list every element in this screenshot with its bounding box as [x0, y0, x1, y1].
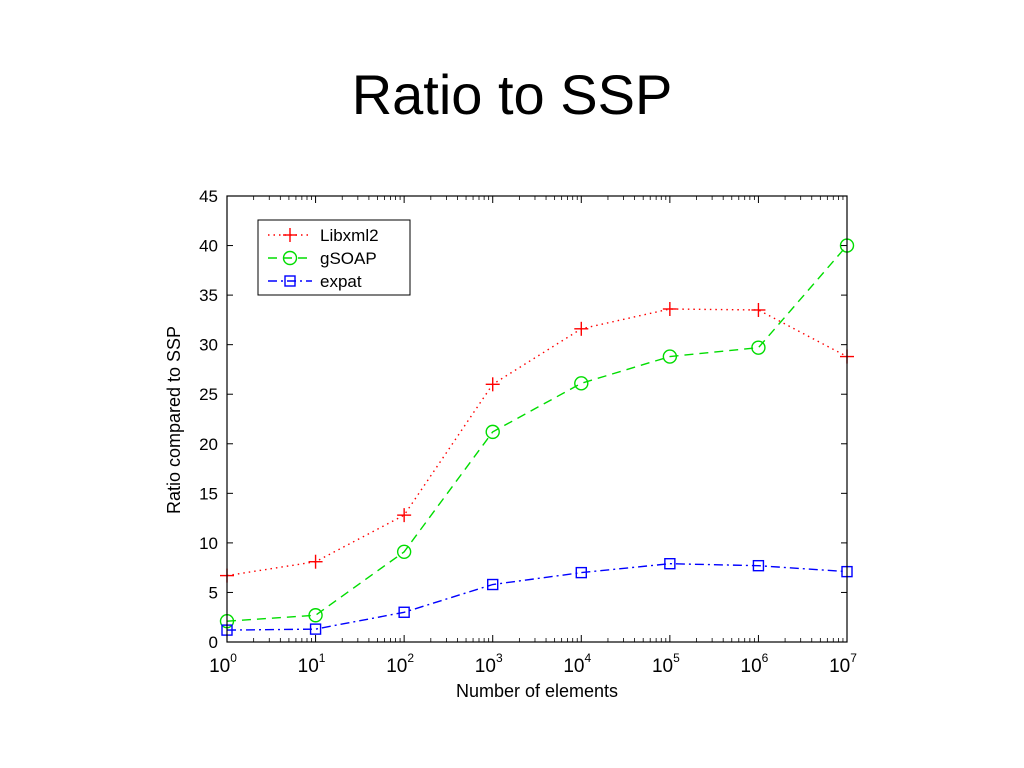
x-tick-base: 10	[209, 656, 230, 677]
x-tick-exponent: 1	[319, 651, 326, 665]
legend-label-expat: expat	[320, 272, 362, 291]
y-tick-label: 45	[199, 187, 218, 206]
data-point-gsoap	[308, 608, 323, 623]
data-point-expat	[398, 606, 410, 618]
y-tick-label: 35	[199, 286, 218, 305]
x-tick-exponent: 4	[585, 651, 592, 665]
data-point-libxml2	[751, 302, 766, 317]
x-tick-base: 10	[563, 656, 584, 677]
x-axis: 100 101 102 103 104 105 106 107	[209, 196, 857, 677]
legend-marker-expat	[284, 275, 296, 287]
data-point-expat	[575, 566, 587, 579]
legend-label-libxml2: Libxml2	[320, 226, 379, 245]
y-tick-label: 20	[199, 435, 218, 454]
x-tick-label: 107	[829, 651, 857, 677]
plot-frame	[226, 195, 848, 643]
y-tick-label: 5	[209, 583, 218, 602]
x-tick-exponent: 6	[762, 651, 769, 665]
x-tick-exponent: 2	[407, 651, 414, 665]
x-tick-base: 10	[652, 656, 673, 677]
data-point-expat	[487, 578, 499, 591]
data-point-libxml2	[308, 554, 323, 569]
x-tick-base: 10	[475, 656, 496, 677]
x-tick-exponent: 5	[673, 651, 680, 665]
data-point-libxml2	[662, 301, 677, 316]
y-axis: 0 5 10 15 20 25 30 35 40 45	[199, 187, 847, 652]
x-tick-base: 10	[298, 656, 319, 677]
data-point-expat	[664, 558, 676, 570]
series-line-expat	[226, 563, 848, 631]
y-tick-label: 10	[199, 534, 218, 553]
x-tick-label: 105	[652, 651, 680, 677]
x-tick-base: 10	[741, 656, 762, 677]
legend-marker-gsoap	[282, 250, 298, 266]
y-tick-label: 0	[209, 633, 218, 652]
data-point-gsoap	[751, 340, 766, 355]
data-point-gsoap	[485, 424, 500, 440]
x-tick-exponent: 7	[850, 651, 857, 665]
y-axis-label: Ratio compared to SSP	[164, 326, 184, 514]
legend-marker-libxml2	[283, 228, 297, 242]
y-tick-label: 15	[199, 484, 218, 503]
y-tick-label: 40	[199, 237, 218, 256]
series-line-libxml2	[226, 308, 848, 577]
x-axis-label: Number of elements	[456, 681, 618, 701]
data-point-expat	[309, 623, 322, 635]
x-tick-label: 104	[563, 651, 591, 677]
legend: Libxml2 gSOAP expat	[257, 219, 411, 296]
x-tick-label: 103	[475, 651, 503, 677]
x-tick-exponent: 0	[230, 651, 237, 665]
x-tick-label: 106	[741, 651, 769, 677]
data-point-libxml2	[397, 508, 412, 523]
x-tick-base: 10	[386, 656, 407, 677]
y-tick-label: 25	[199, 385, 218, 404]
data-point-expat	[752, 559, 765, 572]
slide-title: Ratio to SSP	[351, 63, 673, 126]
series-line-gsoap	[226, 245, 848, 622]
data-point-gsoap	[396, 544, 412, 560]
x-tick-label: 100	[209, 651, 237, 677]
x-tick-label: 102	[386, 651, 414, 677]
x-tick-base: 10	[829, 656, 850, 677]
data-point-libxml2	[485, 377, 500, 392]
data-point-gsoap	[662, 349, 678, 364]
x-tick-label: 101	[298, 651, 326, 677]
legend-label-gsoap: gSOAP	[320, 249, 377, 268]
plot-lines	[219, 238, 855, 636]
data-point-libxml2	[574, 321, 589, 336]
y-tick-label: 30	[199, 336, 218, 355]
x-tick-exponent: 3	[496, 651, 503, 665]
data-point-gsoap	[574, 376, 589, 391]
